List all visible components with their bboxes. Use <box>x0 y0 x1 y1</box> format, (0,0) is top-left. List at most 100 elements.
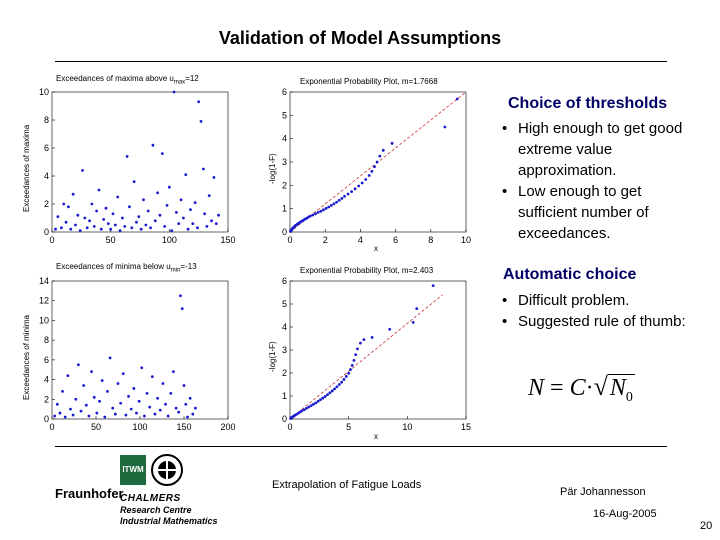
x-tick-label: 50 <box>106 235 116 245</box>
formula-dot: · <box>585 375 594 401</box>
data-point <box>62 202 66 206</box>
data-point <box>132 180 136 183</box>
data-point <box>158 213 162 217</box>
plot-exp-prob-2-ylabel: -log(1-F) <box>268 341 277 372</box>
y-tick-label: 12 <box>39 296 49 306</box>
data-point <box>97 188 101 192</box>
data-point <box>333 387 336 391</box>
data-point <box>191 412 195 416</box>
data-point <box>362 338 366 342</box>
data-point <box>367 174 371 177</box>
data-point <box>174 406 178 410</box>
data-point <box>109 227 113 231</box>
data-point <box>197 100 201 104</box>
data-point <box>98 399 101 403</box>
data-point <box>184 173 188 176</box>
plot-exp-prob-2-title: Exponential Probability Plot, m=2.403 <box>300 266 434 275</box>
data-point <box>455 97 459 101</box>
data-point <box>370 169 374 173</box>
plot-maxima-svg: 0 50 100 150 0 2 4 6 8 10 <box>39 87 236 245</box>
data-point <box>314 212 317 216</box>
data-point <box>77 363 80 367</box>
data-point <box>340 380 344 384</box>
x-tick-label: 0 <box>287 422 292 432</box>
y-tick-label: 3 <box>282 345 287 355</box>
data-point <box>352 358 356 362</box>
data-point <box>172 90 176 94</box>
data-point <box>113 412 117 416</box>
data-point <box>130 226 134 230</box>
y-tick-label: 2 <box>282 180 287 190</box>
data-point <box>184 402 188 406</box>
data-point <box>189 208 192 211</box>
plot-frame <box>289 280 467 420</box>
data-point <box>305 407 308 410</box>
bullet-item: Low enough to get sufficient number of e… <box>502 181 692 244</box>
data-point <box>87 414 91 418</box>
data-point <box>129 407 133 411</box>
x-tick-label: 200 <box>220 422 235 432</box>
data-point <box>346 192 350 196</box>
y-tick-label: 2 <box>44 199 49 209</box>
data-point <box>381 148 385 152</box>
data-point <box>302 408 306 412</box>
data-point <box>106 390 109 393</box>
data-point <box>139 227 143 231</box>
data-point <box>335 385 339 389</box>
x-tick-label: 4 <box>358 235 363 245</box>
data-point <box>217 213 221 217</box>
data-point <box>83 216 87 220</box>
plot-exp-prob-2: 0 5 10 15 0 1 2 3 4 5 6 <box>282 276 471 432</box>
y-tick-label: 10 <box>39 87 49 97</box>
data-point <box>140 366 144 370</box>
data-point <box>177 410 181 414</box>
data-point <box>388 327 392 331</box>
plot-maxima-title-text: Exceedances of maxima above u <box>56 74 174 83</box>
data-point <box>205 225 209 228</box>
data-point <box>327 205 331 209</box>
data-point <box>177 222 181 226</box>
fit-line <box>289 294 443 420</box>
data-point <box>55 402 59 406</box>
y-tick-label: 2 <box>282 368 287 378</box>
data-point <box>119 401 123 405</box>
data-point <box>149 226 152 230</box>
data-point <box>170 229 174 233</box>
x-tick-label: 100 <box>132 422 147 432</box>
x-tick-label: 8 <box>428 235 433 245</box>
data-point <box>124 413 128 417</box>
data-point <box>167 185 171 189</box>
data-point <box>309 404 313 408</box>
data-point <box>111 406 115 410</box>
data-point <box>74 397 78 401</box>
x-tick-label: 6 <box>393 235 398 245</box>
data-point <box>142 198 145 202</box>
data-point <box>61 390 64 393</box>
plot-frame <box>51 280 229 420</box>
data-point <box>69 407 72 411</box>
data-point <box>212 176 216 179</box>
data-point <box>207 194 211 197</box>
chalmers-seal-icon <box>151 454 183 486</box>
data-point <box>415 307 419 310</box>
plot-exp-prob-2-xlabel: x <box>374 432 378 441</box>
y-tick-label: 0 <box>44 227 49 237</box>
data-point <box>182 216 185 220</box>
y-tick-label: 8 <box>44 335 49 345</box>
data-point <box>66 374 70 378</box>
data-point <box>102 218 106 221</box>
x-tick-label: 2 <box>323 235 328 245</box>
y-tick-label: 5 <box>282 110 287 120</box>
plot-exp-prob-1: 0 2 4 6 8 10 0 1 2 3 4 5 6 <box>282 87 471 245</box>
formula-subscript: 0 <box>625 389 633 405</box>
data-point <box>64 220 68 224</box>
data-point <box>323 395 327 398</box>
data-point <box>182 384 186 387</box>
plot-maxima-title: Exceedances of maxima above umax=12 <box>56 74 199 86</box>
y-tick-label: 2 <box>44 394 49 404</box>
data-point <box>78 229 82 233</box>
x-tick-label: 50 <box>91 422 101 432</box>
sqrt-icon: √ <box>593 372 608 401</box>
x-tick-label: 5 <box>346 422 351 432</box>
slide-title: Validation of Model Assumptions <box>218 28 502 48</box>
